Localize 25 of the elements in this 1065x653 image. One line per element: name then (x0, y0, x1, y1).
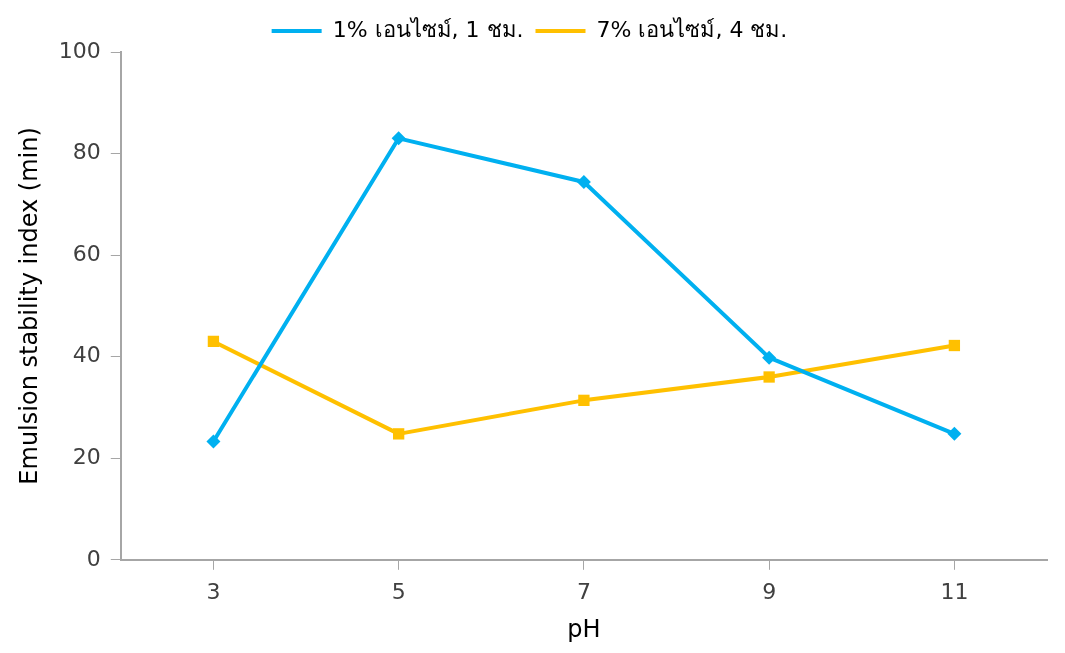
point (762, 350, 777, 365)
point (763, 371, 775, 383)
x-tick-label: 11 (940, 578, 969, 604)
y-axis-title: Emulsion stability index (min) (14, 127, 43, 485)
legend-label: 1% เอนไซม์, 1 ชม. (332, 16, 524, 42)
x-tick-label: 9 (762, 578, 777, 604)
y-tick-label: 80 (72, 139, 101, 165)
y-tick-label: 40 (72, 342, 101, 368)
legend-label: 7% เอนไซม์, 4 ชม. (596, 16, 788, 42)
point (393, 428, 405, 440)
x-tick-label: 7 (576, 578, 591, 604)
y-tick-label: 100 (58, 37, 101, 63)
y-tick-label: 20 (72, 443, 101, 469)
point (391, 131, 406, 146)
x-axis-title: pH (567, 614, 601, 643)
point (947, 426, 962, 441)
point (576, 175, 591, 189)
x-tick-label: 3 (206, 578, 221, 604)
point (206, 434, 221, 449)
point (948, 339, 961, 352)
point (207, 335, 220, 348)
y-tick-label: 0 (86, 545, 101, 571)
x-tick-label: 5 (391, 578, 406, 604)
y-tick-label: 60 (72, 240, 101, 266)
point (578, 394, 590, 407)
